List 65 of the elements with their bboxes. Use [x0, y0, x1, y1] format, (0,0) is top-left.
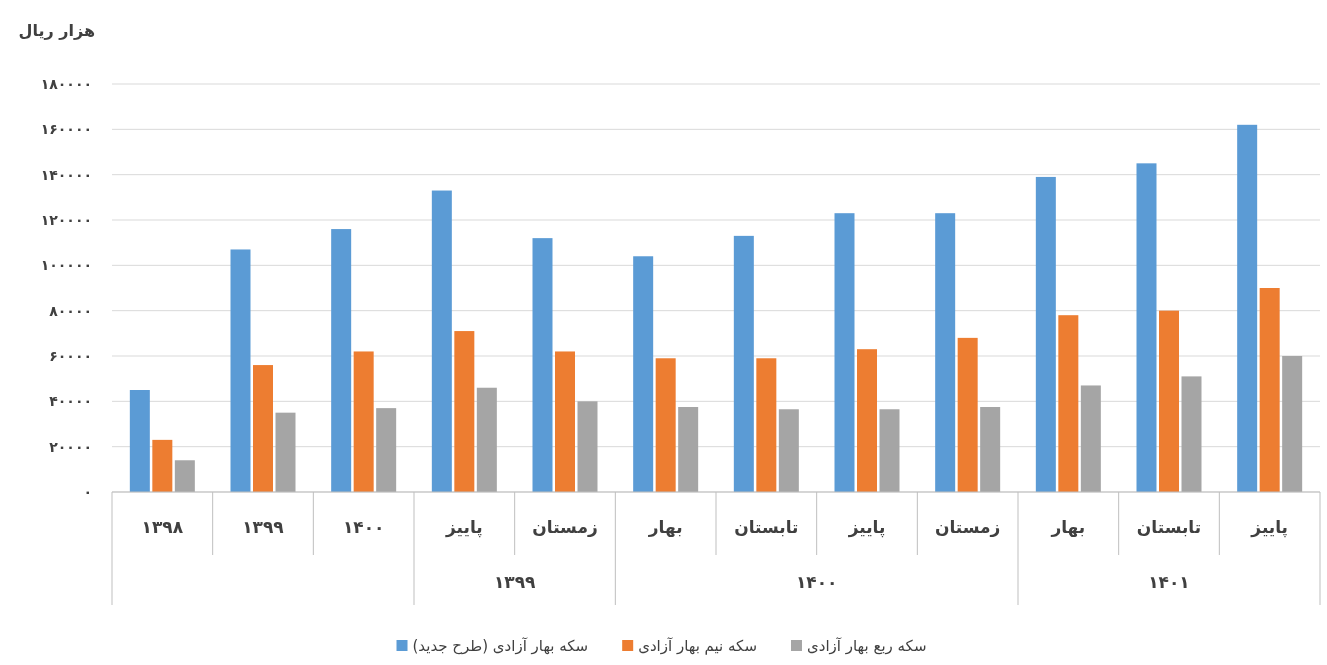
bar	[376, 408, 397, 492]
bar	[555, 351, 575, 492]
bar	[678, 407, 699, 492]
bar	[174, 460, 195, 492]
y-tick-label: ۲۰۰۰۰	[49, 438, 92, 455]
x-tick-label: پاییز	[445, 517, 483, 538]
text: ۱۴۰۰	[795, 572, 838, 592]
bar	[275, 412, 296, 492]
y-axis-title: هزار ریال	[18, 21, 95, 40]
y-tick-label: ۱۰۰۰۰۰	[40, 257, 92, 274]
y-tick-label: ۱۶۰۰۰۰	[40, 121, 92, 138]
legend-label: سکه ربع بهار آزادی	[806, 637, 927, 655]
x-tick-label: ۱۳۹۹	[242, 517, 285, 537]
bar	[1181, 376, 1202, 492]
bar	[1035, 176, 1056, 492]
y-tick-label: ۶۰۰۰۰	[49, 348, 92, 364]
bar	[935, 213, 956, 492]
x-tick-label: زمستان	[532, 517, 598, 537]
y-tick-label: ۴۰۰۰۰	[49, 393, 92, 410]
bar	[980, 407, 1001, 492]
legend-label: سکه بهار آزادی (طرح جدید)	[412, 637, 589, 655]
bar	[1237, 124, 1258, 492]
bar	[1136, 163, 1157, 492]
x-tick-label: بهار	[647, 517, 683, 538]
bar	[1159, 310, 1179, 492]
text: ۱۳۹۹	[493, 572, 537, 592]
bar	[577, 401, 598, 492]
bar	[532, 238, 553, 492]
y-tick-label: ۱۲۰۰۰۰	[40, 212, 92, 228]
bar	[733, 235, 754, 492]
bar	[1058, 315, 1079, 492]
bar	[476, 387, 497, 492]
bar	[353, 351, 374, 492]
bar	[756, 358, 777, 492]
bar	[879, 409, 900, 492]
bar	[253, 365, 273, 492]
y-tick-label: ۱۴۰۰۰۰	[40, 166, 92, 183]
bar	[655, 358, 676, 492]
bar	[1282, 356, 1303, 492]
bar	[331, 229, 352, 492]
bar	[957, 337, 978, 492]
bar	[778, 409, 799, 492]
legend-label: سکه نیم بهار آزادی	[638, 637, 757, 655]
x-tick-label: ۱۴۰۰	[342, 517, 385, 537]
bar	[1259, 288, 1280, 492]
x-tick-label: تابستان	[1136, 517, 1202, 537]
bar	[633, 256, 654, 492]
text: ۱۴۰۱	[1148, 572, 1190, 592]
x-tick-label: بهار	[1050, 517, 1086, 538]
bar	[857, 349, 877, 492]
bar	[230, 249, 251, 492]
x-tick-label: پاییز	[1250, 517, 1288, 538]
x-tick-label: پاییز	[847, 517, 886, 538]
bar	[454, 331, 475, 492]
bar	[129, 390, 150, 492]
x-tick-label: ۱۳۹۸	[141, 517, 184, 537]
x-tick-label: زمستان	[934, 517, 1001, 537]
bar	[834, 213, 855, 492]
bar	[1080, 385, 1101, 492]
bar	[431, 190, 452, 492]
y-tick-label: ۰	[83, 484, 92, 500]
y-tick-label: ۱۸۰۰۰۰	[40, 76, 92, 92]
bar	[152, 439, 173, 492]
y-tick-label: ۸۰۰۰۰	[49, 302, 92, 319]
x-tick-label: تابستان	[734, 517, 799, 537]
